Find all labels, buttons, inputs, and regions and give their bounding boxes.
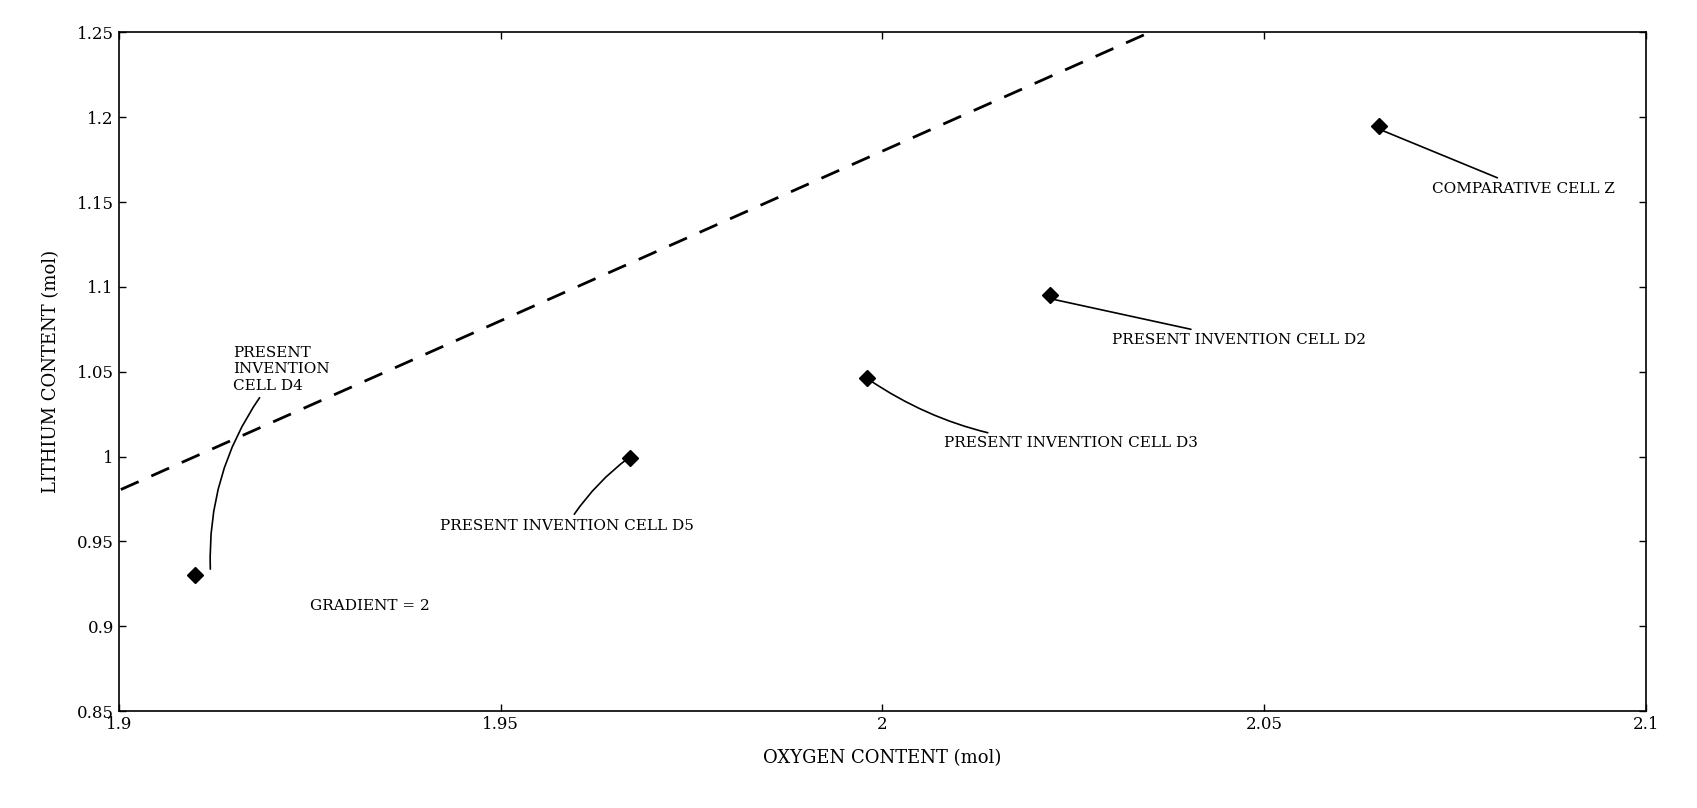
X-axis label: OXYGEN CONTENT (mol): OXYGEN CONTENT (mol) <box>764 750 1001 768</box>
Text: PRESENT
INVENTION
CELL D4: PRESENT INVENTION CELL D4 <box>210 347 329 569</box>
Text: PRESENT INVENTION CELL D2: PRESENT INVENTION CELL D2 <box>1054 299 1366 347</box>
Text: GRADIENT = 2: GRADIENT = 2 <box>311 599 429 612</box>
Text: PRESENT INVENTION CELL D5: PRESENT INVENTION CELL D5 <box>440 458 694 533</box>
Text: PRESENT INVENTION CELL D3: PRESENT INVENTION CELL D3 <box>869 380 1198 450</box>
Y-axis label: LITHIUM CONTENT (mol): LITHIUM CONTENT (mol) <box>42 250 61 493</box>
Text: COMPARATIVE CELL Z: COMPARATIVE CELL Z <box>1381 130 1616 196</box>
